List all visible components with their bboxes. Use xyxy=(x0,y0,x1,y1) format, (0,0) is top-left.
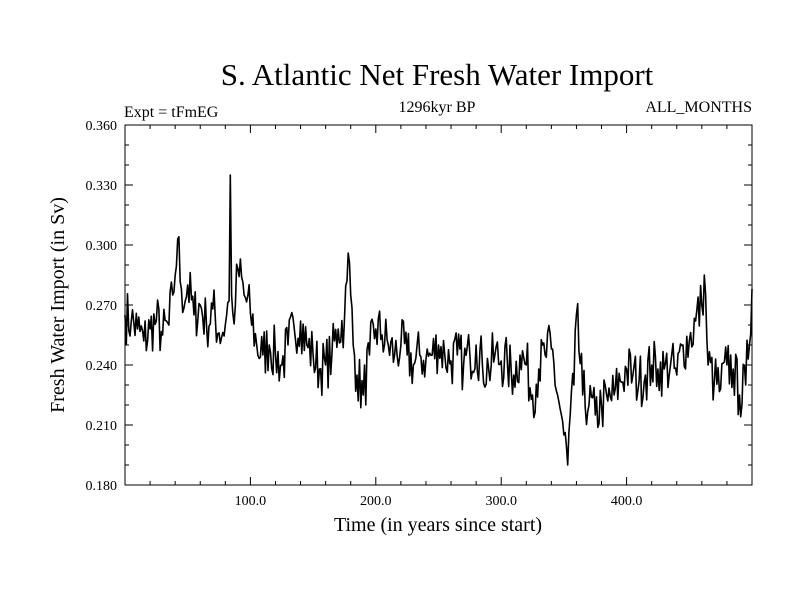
y-tick-label: 0.210 xyxy=(86,419,118,434)
months-label: ALL_MONTHS xyxy=(645,99,752,116)
y-tick-label: 0.330 xyxy=(86,179,118,194)
x-tick-label: 400.0 xyxy=(611,494,643,509)
time-period-label: 1296kyr BP xyxy=(399,99,476,116)
x-tick-label: 200.0 xyxy=(360,494,392,509)
x-tick-label: 300.0 xyxy=(485,494,517,509)
experiment-label: Expt = tFmEG xyxy=(124,104,219,121)
series-line xyxy=(124,174,753,466)
chart-title: S. Atlantic Net Fresh Water Import xyxy=(221,57,654,92)
y-tick-label: 0.270 xyxy=(86,299,118,314)
y-axis-label: Fresh Water Import (in Sv) xyxy=(47,197,69,413)
plot-frame xyxy=(124,124,753,486)
x-tick-label: 100.0 xyxy=(235,494,267,509)
y-tick-label: 0.240 xyxy=(86,359,118,374)
ticks-layer: 0.180 0.210 0.240 0.270 0.300 0.330 0.360 100.0… xyxy=(86,119,752,509)
x-axis-label: Time (in years since start) xyxy=(334,514,542,536)
y-tick-label: 0.300 xyxy=(86,239,118,254)
y-tick-label: 0.180 xyxy=(86,479,118,494)
series-layer xyxy=(124,174,753,466)
y-tick-label: 0.360 xyxy=(86,119,118,134)
